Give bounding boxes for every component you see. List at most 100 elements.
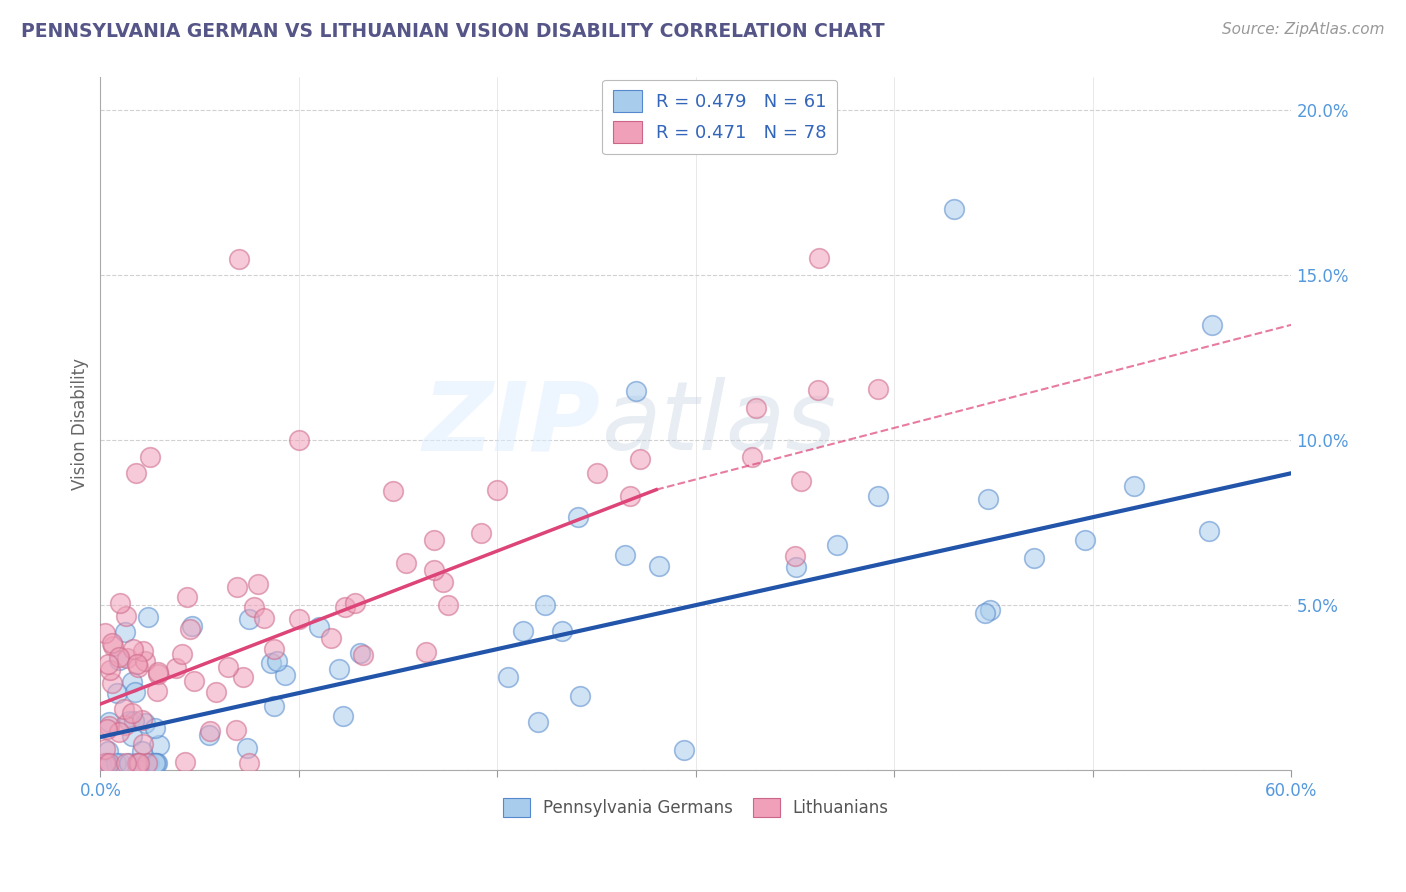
Point [139, 450, 162, 464]
Point [170, 647, 193, 661]
Point [146, 683, 169, 698]
Point [308, 620, 330, 634]
Point [176, 591, 198, 605]
Point [118, 756, 141, 771]
Point [204, 685, 226, 699]
Point [569, 690, 592, 704]
Point [125, 657, 148, 671]
Point [253, 611, 276, 625]
Point [238, 756, 260, 771]
Point [260, 656, 283, 670]
Point [343, 596, 366, 610]
Point [165, 661, 187, 675]
Point [741, 450, 763, 465]
Point [127, 659, 149, 673]
Point [114, 625, 136, 640]
Point [332, 708, 354, 723]
Point [98, 756, 121, 771]
Point [108, 649, 131, 664]
Point [197, 728, 219, 742]
Point [179, 622, 201, 636]
Point [585, 466, 607, 480]
Point [134, 654, 156, 668]
Point [437, 598, 460, 612]
Point [146, 756, 169, 771]
Point [121, 675, 143, 690]
Point [263, 641, 285, 656]
Point [1022, 550, 1045, 565]
Point [232, 670, 254, 684]
Point [1122, 478, 1144, 492]
Point [273, 668, 295, 682]
Point [143, 721, 166, 735]
Point [648, 559, 671, 574]
Point [128, 756, 150, 771]
Text: ZIP: ZIP [423, 377, 600, 470]
Point [496, 670, 519, 684]
Point [97, 743, 120, 757]
Point [217, 660, 239, 674]
Point [470, 525, 492, 540]
Point [827, 538, 849, 552]
Point [97, 657, 120, 672]
Point [628, 451, 651, 466]
Point [131, 713, 153, 727]
Point [672, 743, 695, 757]
Point [125, 466, 148, 480]
Point [108, 596, 131, 610]
Point [288, 612, 311, 626]
Point [98, 719, 121, 733]
Point [242, 600, 264, 615]
Point [100, 635, 122, 649]
Point [943, 202, 966, 217]
Point [567, 510, 589, 524]
Point [98, 664, 121, 678]
Point [132, 737, 155, 751]
Point [1198, 524, 1220, 539]
Point [200, 724, 222, 739]
Point [1201, 318, 1223, 332]
Point [626, 384, 648, 398]
Point [132, 644, 155, 658]
Point [127, 756, 149, 771]
Point [486, 483, 509, 497]
Point [395, 557, 418, 571]
Text: Source: ZipAtlas.com: Source: ZipAtlas.com [1222, 22, 1385, 37]
Point [226, 580, 249, 594]
Point [423, 563, 446, 577]
Point [319, 631, 342, 645]
Point [551, 624, 574, 638]
Point [228, 252, 250, 266]
Point [148, 738, 170, 752]
Point [432, 574, 454, 589]
Point [619, 489, 641, 503]
Point [979, 603, 1001, 617]
Point [121, 706, 143, 721]
Point [534, 598, 557, 612]
Point [122, 714, 145, 728]
Point [101, 675, 124, 690]
Point [807, 384, 830, 398]
Point [136, 756, 159, 771]
Point [124, 685, 146, 699]
Point [105, 756, 128, 771]
Legend: Pennsylvania Germans, Lithuanians: Pennsylvania Germans, Lithuanians [496, 791, 896, 824]
Point [382, 483, 405, 498]
Point [977, 492, 1000, 507]
Point [349, 646, 371, 660]
Point [785, 549, 807, 563]
Point [115, 609, 138, 624]
Point [94, 756, 117, 771]
Point [328, 662, 350, 676]
Point [973, 607, 995, 621]
Point [118, 714, 141, 728]
Point [145, 756, 167, 771]
Point [790, 475, 813, 489]
Point [134, 716, 156, 731]
Text: atlas: atlas [600, 377, 835, 470]
Point [785, 559, 807, 574]
Point [101, 640, 124, 654]
Point [745, 401, 768, 415]
Point [108, 653, 131, 667]
Point [94, 626, 117, 640]
